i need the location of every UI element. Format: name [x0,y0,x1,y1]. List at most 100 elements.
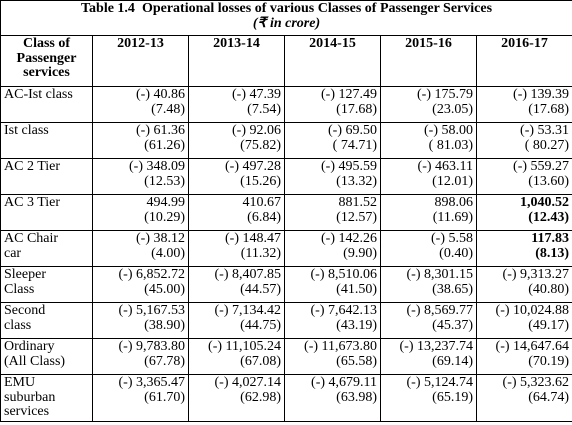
data-cell: (-) 11,105.24 (67.08) [188,338,285,375]
loss-share: (11.32) [240,245,281,261]
data-cell: (-) 5,167.53 (38.90) [92,302,189,339]
column-header: 2015-16 [380,35,477,87]
loss-value: (-) 348.09 [129,159,185,174]
column-header: 2014-15 [284,35,381,87]
loss-value: 494.99 [146,195,186,210]
data-cell: (-) 8,407.85 (44.57) [188,266,285,303]
loss-value: (-) 559.27 [513,159,570,174]
loss-share: (38.65) [432,281,473,297]
loss-value: 881.52 [338,195,378,210]
data-cell: (-) 7,134.42 (44.75) [188,302,285,339]
loss-share: (23.05) [432,101,473,117]
loss-value: (-) 127.49 [321,87,377,102]
header-row: Class of Passenger services 2012-13 2013-1… [0,35,572,87]
loss-share: (64.74) [528,389,570,405]
row-label: AC Chair car [0,230,93,267]
loss-value: 898.06 [434,195,474,210]
loss-value: (-) 142.26 [321,231,377,246]
title-row: Table 1.4 Operational losses of various … [0,0,572,36]
data-cell: (-) 5,124.74 (65.19) [380,374,477,422]
loss-share: (9.90) [343,245,377,261]
row-label: Ordinary (All Class) [0,338,93,375]
data-cell: (-) 8,569.77 (45.37) [380,302,477,339]
loss-value: (-) 4,027.14 [214,375,282,390]
loss-share: (45.37) [432,317,473,333]
loss-share: (13.32) [336,173,377,189]
loss-share: (43.19) [336,317,377,333]
data-cell: (-) 10,024.88 (49.17) [475,302,572,339]
table-row: Sleeper Class (-) 6,852.72 (45.00) (-) 8,40… [0,266,572,303]
row-label: AC-Ist class [0,86,93,123]
table-row: AC-Ist class (-) 40.86 (7.48) (-) 47.39 (7.5… [0,86,572,123]
loss-value: (-) 4,679.11 [311,375,377,390]
loss-value: (-) 8,301.15 [406,267,474,282]
loss-value: (-) 11,673.80 [304,339,377,354]
loss-value: (-) 13,237.74 [399,339,474,354]
data-cell: (-) 175.79 (23.05) [380,86,477,123]
loss-share: (67.78) [144,353,185,369]
data-cell: (-) 8,301.15 (38.65) [380,266,477,303]
data-cell: (-) 9,783.80 (67.78) [92,338,189,375]
data-cell: (-) 5.58 (0.40) [380,230,477,267]
data-cell: (-) 92.06 (75.82) [188,122,285,159]
loss-share: (17.68) [528,101,570,117]
data-cell: 881.52 (12.57) [284,194,381,231]
loss-value: (-) 8,407.85 [214,267,282,282]
loss-share: (65.58) [336,353,377,369]
loss-share: (0.40) [439,245,473,261]
loss-share: (61.70) [144,389,185,405]
loss-value: (-) 497.28 [225,159,281,174]
loss-value: (-) 9,313.27 [502,267,570,282]
loss-value: 117.83 [531,231,570,246]
data-cell: (-) 58.00( 81.03) [380,122,477,159]
data-cell: (-) 348.09 (12.53) [92,158,189,195]
data-cell: (-) 142.26 (9.90) [284,230,381,267]
column-header: 2013-14 [188,35,285,87]
loss-value: (-) 139.39 [513,87,570,102]
loss-share: (7.48) [151,101,185,117]
data-cell: (-) 11,673.80 (65.58) [284,338,381,375]
data-cell: (-) 497.28 (15.26) [188,158,285,195]
data-cell: (-) 4,027.14 (62.98) [188,374,285,422]
data-cell: (-) 47.39 (7.54) [188,86,285,123]
loss-value: (-) 3,365.47 [118,375,186,390]
data-cell: 117.83 (8.13) [475,230,572,267]
loss-value: (-) 40.86 [136,87,185,102]
loss-share: (4.00) [151,245,185,261]
loss-share: (15.26) [240,173,281,189]
column-header: 2012-13 [92,35,189,87]
loss-value: (-) 38.12 [136,231,185,246]
data-cell: (-) 3,365.47 (61.70) [92,374,189,422]
loss-value: (-) 6,852.72 [118,267,186,282]
loss-share: (65.19) [432,389,473,405]
loss-share: (75.82) [240,137,281,153]
data-cell: (-) 38.12 (4.00) [92,230,189,267]
loss-value: (-) 53.31 [520,123,570,138]
table-row: AC Chair car (-) 38.12 (4.00) (-) 148.47 (11… [0,230,572,267]
column-header: 2016-17 [475,35,572,87]
loss-value: (-) 14,647.64 [495,339,570,354]
loss-share: (6.84) [247,209,281,225]
data-cell: (-) 8,510.06 (41.50) [284,266,381,303]
data-cell: (-) 9,313.27 (40.80) [475,266,572,303]
title-cell: Table 1.4 Operational losses of various … [0,0,572,36]
column-header: Class of Passenger services [0,35,93,87]
table-body: AC-Ist class (-) 40.86 (7.48) (-) 47.39 (7.5… [0,86,572,422]
row-label: AC 3 Tier [0,194,93,231]
loss-share: (11.69) [432,209,473,225]
data-cell: (-) 40.86 (7.48) [92,86,189,123]
row-label: AC 2 Tier [0,158,93,195]
loss-share: (44.57) [240,281,281,297]
loss-value: (-) 175.79 [417,87,473,102]
table-heading: Table 1.4 Operational losses of various … [4,1,569,17]
data-cell: (-) 53.31( 80.27) [475,122,572,159]
loss-value: (-) 92.06 [232,123,281,138]
loss-share: (7.54) [247,101,281,117]
loss-value: (-) 5,323.62 [502,375,570,390]
loss-share: (8.13) [535,245,570,261]
loss-share: (12.01) [432,173,473,189]
loss-value: (-) 10,024.88 [495,303,570,318]
loss-share: (12.43) [528,209,570,225]
